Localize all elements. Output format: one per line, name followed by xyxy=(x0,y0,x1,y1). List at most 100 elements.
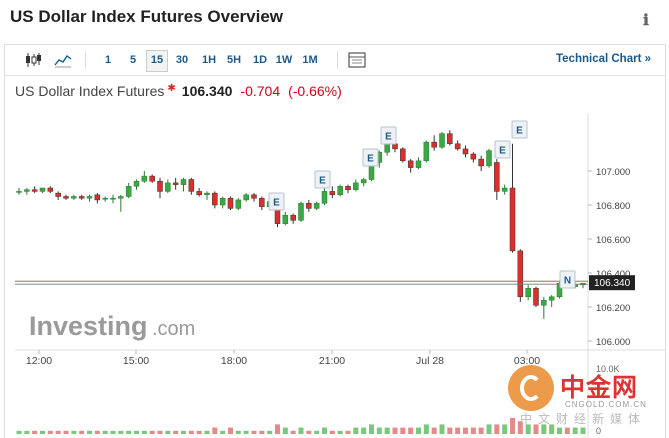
candle-body xyxy=(180,179,187,185)
volume-bar xyxy=(282,427,288,434)
event-marker xyxy=(559,270,576,289)
volume-bar xyxy=(204,430,210,434)
volume-bar xyxy=(376,427,382,434)
y-tick-label: 106.000 xyxy=(596,337,630,348)
volume-bar xyxy=(134,430,139,434)
candle-body xyxy=(423,141,430,162)
volume-bar xyxy=(494,424,500,434)
candle-body xyxy=(478,158,484,167)
x-tick-label: 12:00 xyxy=(26,355,52,367)
candle-body xyxy=(439,133,445,148)
candle-body xyxy=(306,203,312,209)
volume-bar xyxy=(102,430,108,434)
candle-body xyxy=(24,189,30,192)
volume-bar xyxy=(463,427,468,434)
realtime-flag-icon: ✱ xyxy=(167,83,176,94)
event-marker xyxy=(511,120,528,139)
volume-bar xyxy=(306,430,312,434)
candle-body xyxy=(172,182,179,185)
candle-body xyxy=(71,196,77,199)
volume-bar xyxy=(110,430,116,434)
title-bar: US Dollar Index Futures Overview ℹ xyxy=(0,0,669,38)
watermark-title: 中金网 xyxy=(560,374,639,402)
volume-bar xyxy=(423,424,429,434)
technical-chart-link[interactable]: Technical Chart » xyxy=(555,53,651,65)
candle-body xyxy=(517,250,524,298)
volume-bar xyxy=(431,427,437,434)
timeframe-15[interactable]: 15 xyxy=(146,50,168,72)
area-chart-icon[interactable] xyxy=(53,51,73,69)
timeframe-1h[interactable]: 1H xyxy=(201,54,217,66)
candle-body xyxy=(447,133,453,145)
event-marker-label: E xyxy=(319,176,326,187)
volume-axis-zero: 0 xyxy=(596,426,601,436)
candle-body xyxy=(548,296,555,301)
timeframe-5h[interactable]: 5H xyxy=(226,54,242,66)
investing-logo-suffix: .com xyxy=(152,318,195,340)
watermark-subtitle: 中文财经新媒体 xyxy=(520,412,647,426)
candle-body xyxy=(149,175,155,182)
candle-body xyxy=(345,186,351,190)
candle-body xyxy=(157,180,163,192)
volume-bar xyxy=(580,427,586,434)
candle-body xyxy=(525,288,531,298)
candle-body xyxy=(494,162,500,192)
candle-body xyxy=(55,192,61,197)
volume-bar xyxy=(564,427,570,434)
timeframe-1d[interactable]: 1D xyxy=(252,54,268,66)
candle-body xyxy=(353,182,359,190)
price-change-percent: (-0.66%) xyxy=(288,83,342,99)
toolbar-divider xyxy=(337,51,338,69)
candlestick-icon[interactable] xyxy=(23,51,43,69)
volume-bar xyxy=(181,430,186,434)
volume-bar xyxy=(298,427,304,434)
volume-bar xyxy=(149,430,155,434)
timeframe-30[interactable]: 30 xyxy=(175,54,189,66)
x-tick-label: 18:00 xyxy=(221,355,247,367)
volume-bar xyxy=(314,430,320,434)
price-chart[interactable]: 107.000 106.800 106.600 106.400 106.200 106.0… xyxy=(5,45,665,438)
candle-body xyxy=(78,196,85,199)
info-icon[interactable]: ℹ xyxy=(643,12,649,29)
candle-body xyxy=(407,160,414,168)
volume-bar xyxy=(251,430,257,434)
volume-bar xyxy=(353,427,359,434)
y-tick-label: 106.600 xyxy=(596,235,630,246)
candle-body xyxy=(94,194,101,201)
volume-bar xyxy=(196,430,202,434)
candle-body xyxy=(360,179,367,184)
volume-bar xyxy=(447,427,453,434)
event-marker-label: E xyxy=(516,126,523,137)
candle-body xyxy=(470,153,477,160)
table-view-icon[interactable] xyxy=(347,51,367,69)
candle-body xyxy=(533,288,539,306)
candle-body xyxy=(39,187,46,192)
volume-bar xyxy=(337,430,343,434)
volume-bar xyxy=(63,430,69,434)
volume-bar xyxy=(557,427,562,434)
candle-body xyxy=(125,186,132,197)
volume-bar xyxy=(243,430,249,434)
volume-bar xyxy=(525,424,531,434)
volume-bar xyxy=(87,430,92,434)
page-title: US Dollar Index Futures Overview xyxy=(10,7,284,26)
volume-bar xyxy=(275,424,280,434)
volume-bar xyxy=(392,427,398,434)
volume-bar xyxy=(486,424,492,434)
y-tick-label: 106.800 xyxy=(596,201,630,212)
timeframe-5[interactable]: 5 xyxy=(129,54,137,66)
volume-bar xyxy=(188,430,194,434)
chart-toolbar: 1 5 15 30 1H 5H 1D 1W 1M Technical Chart » xyxy=(5,45,665,76)
candle-body xyxy=(251,194,257,199)
candle-body xyxy=(337,186,343,196)
timeframe-1m[interactable]: 1M xyxy=(302,54,318,66)
volume-bar xyxy=(32,430,38,434)
event-marker-label: N xyxy=(564,276,571,287)
timeframe-1[interactable]: 1 xyxy=(104,54,112,66)
timeframe-1w[interactable]: 1W xyxy=(275,54,293,66)
volume-bar xyxy=(329,430,335,434)
volume-bar xyxy=(439,424,445,434)
candle-body xyxy=(509,187,516,252)
instrument-name: US Dollar Index Futures xyxy=(15,83,165,99)
candle-body xyxy=(259,197,265,207)
